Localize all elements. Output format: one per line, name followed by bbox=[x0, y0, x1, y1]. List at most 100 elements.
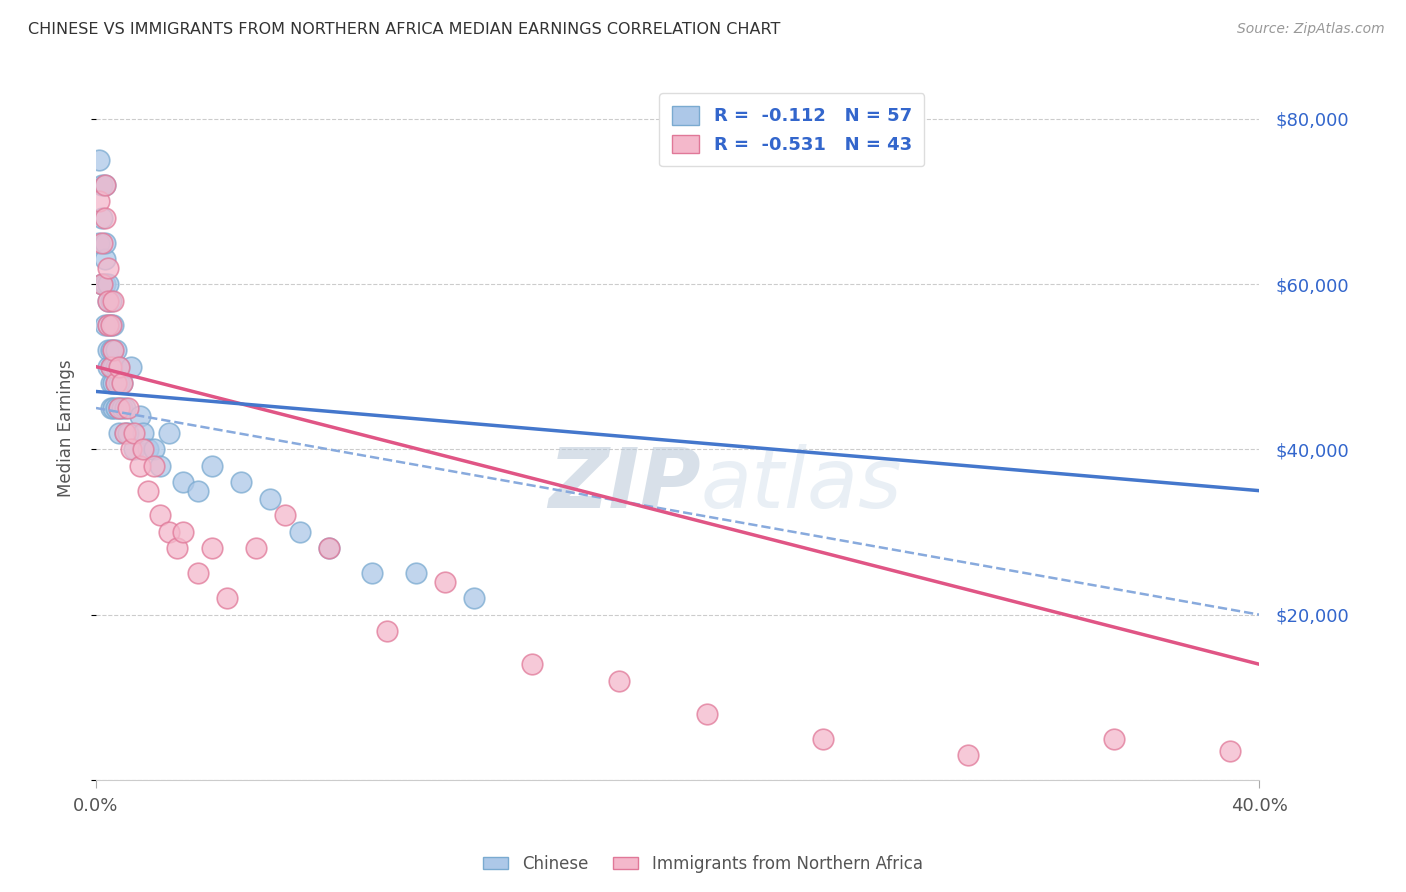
Point bbox=[100, 359, 122, 374]
Point bbox=[111, 376, 134, 391]
Point bbox=[93, 318, 115, 333]
Point bbox=[811, 731, 834, 746]
Point bbox=[143, 458, 166, 473]
Point bbox=[97, 293, 120, 308]
Point bbox=[100, 401, 122, 415]
Point bbox=[231, 475, 253, 490]
Legend: Chinese, Immigrants from Northern Africa: Chinese, Immigrants from Northern Africa bbox=[477, 848, 929, 880]
Point bbox=[128, 458, 150, 473]
Text: atlas: atlas bbox=[700, 444, 903, 525]
Point bbox=[108, 425, 131, 440]
Point bbox=[111, 401, 134, 415]
Point bbox=[108, 401, 131, 415]
Point bbox=[90, 211, 112, 225]
Point bbox=[105, 343, 128, 358]
Point bbox=[90, 277, 112, 291]
Text: Source: ZipAtlas.com: Source: ZipAtlas.com bbox=[1237, 22, 1385, 37]
Point bbox=[149, 508, 172, 523]
Point bbox=[405, 566, 427, 581]
Point bbox=[93, 211, 115, 225]
Point bbox=[172, 524, 194, 539]
Point bbox=[117, 425, 139, 440]
Point bbox=[93, 277, 115, 291]
Point bbox=[131, 442, 153, 457]
Point bbox=[201, 458, 224, 473]
Point bbox=[87, 153, 110, 167]
Point bbox=[87, 235, 110, 250]
Point bbox=[100, 318, 122, 333]
Point bbox=[433, 574, 456, 589]
Point bbox=[105, 376, 128, 391]
Point bbox=[957, 748, 980, 763]
Point bbox=[97, 359, 120, 374]
Point bbox=[122, 442, 145, 457]
Point bbox=[100, 293, 122, 308]
Point bbox=[201, 541, 224, 556]
Point bbox=[361, 566, 384, 581]
Point bbox=[609, 673, 631, 688]
Point bbox=[87, 194, 110, 209]
Point bbox=[114, 401, 136, 415]
Point bbox=[103, 359, 125, 374]
Point bbox=[288, 524, 311, 539]
Text: CHINESE VS IMMIGRANTS FROM NORTHERN AFRICA MEDIAN EARNINGS CORRELATION CHART: CHINESE VS IMMIGRANTS FROM NORTHERN AFRI… bbox=[28, 22, 780, 37]
Point bbox=[274, 508, 297, 523]
Point bbox=[149, 458, 172, 473]
Point bbox=[93, 178, 115, 192]
Point bbox=[245, 541, 267, 556]
Point bbox=[100, 359, 122, 374]
Point bbox=[108, 401, 131, 415]
Point bbox=[128, 409, 150, 424]
Point bbox=[138, 483, 160, 498]
Point bbox=[172, 475, 194, 490]
Point bbox=[187, 483, 209, 498]
Point bbox=[97, 293, 120, 308]
Point bbox=[157, 524, 180, 539]
Point bbox=[111, 376, 134, 391]
Point bbox=[103, 376, 125, 391]
Point bbox=[215, 591, 238, 605]
Point bbox=[318, 541, 340, 556]
Point bbox=[318, 541, 340, 556]
Point bbox=[259, 491, 281, 506]
Point bbox=[120, 359, 142, 374]
Point bbox=[90, 178, 112, 192]
Point bbox=[103, 343, 125, 358]
Point bbox=[97, 260, 120, 275]
Legend: R =  -0.112   N = 57, R =  -0.531   N = 43: R = -0.112 N = 57, R = -0.531 N = 43 bbox=[659, 94, 924, 167]
Point bbox=[108, 359, 131, 374]
Point bbox=[103, 343, 125, 358]
Point bbox=[114, 425, 136, 440]
Point bbox=[114, 425, 136, 440]
Text: ZIP: ZIP bbox=[548, 444, 700, 525]
Point bbox=[1102, 731, 1125, 746]
Point bbox=[166, 541, 188, 556]
Point bbox=[696, 706, 718, 721]
Point bbox=[143, 442, 166, 457]
Point bbox=[157, 425, 180, 440]
Point bbox=[105, 376, 128, 391]
Point bbox=[120, 442, 142, 457]
Point bbox=[93, 178, 115, 192]
Point bbox=[93, 252, 115, 267]
Point bbox=[108, 359, 131, 374]
Point bbox=[97, 277, 120, 291]
Point bbox=[90, 235, 112, 250]
Point bbox=[103, 401, 125, 415]
Point bbox=[103, 293, 125, 308]
Point bbox=[117, 401, 139, 415]
Point bbox=[131, 425, 153, 440]
Point bbox=[463, 591, 485, 605]
Point bbox=[103, 318, 125, 333]
Point bbox=[122, 425, 145, 440]
Point bbox=[100, 318, 122, 333]
Point bbox=[97, 318, 120, 333]
Point bbox=[187, 566, 209, 581]
Point bbox=[1219, 744, 1241, 758]
Point bbox=[97, 343, 120, 358]
Point bbox=[100, 343, 122, 358]
Point bbox=[108, 376, 131, 391]
Point bbox=[138, 442, 160, 457]
Point bbox=[100, 376, 122, 391]
Y-axis label: Median Earnings: Median Earnings bbox=[58, 359, 75, 498]
